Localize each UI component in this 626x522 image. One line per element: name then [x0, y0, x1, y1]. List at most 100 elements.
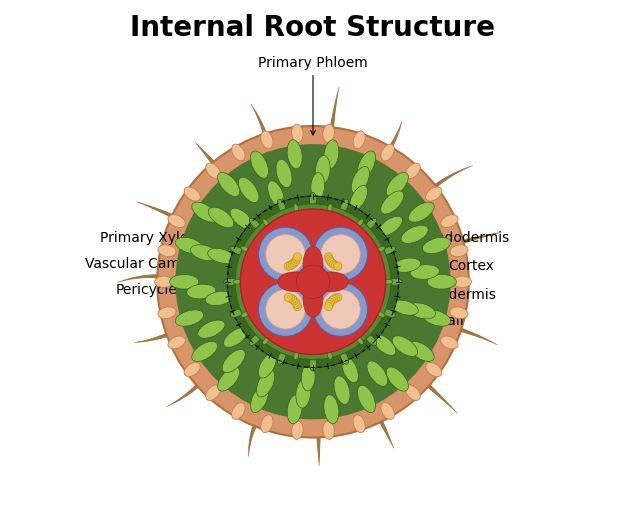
Ellipse shape [381, 246, 396, 255]
Circle shape [328, 259, 336, 267]
Ellipse shape [198, 320, 225, 338]
Ellipse shape [250, 385, 269, 412]
Ellipse shape [357, 337, 363, 345]
Ellipse shape [263, 219, 269, 227]
Ellipse shape [257, 370, 275, 397]
Ellipse shape [158, 245, 176, 257]
Text: Root Hair: Root Hair [351, 314, 466, 328]
Ellipse shape [233, 279, 242, 284]
Ellipse shape [340, 350, 349, 364]
Ellipse shape [230, 246, 245, 255]
Ellipse shape [241, 246, 249, 252]
Circle shape [259, 282, 312, 336]
Ellipse shape [230, 309, 245, 317]
Ellipse shape [426, 187, 442, 201]
Text: Primary Phloem: Primary Phloem [258, 56, 368, 135]
Circle shape [265, 290, 305, 329]
Circle shape [284, 293, 292, 302]
Circle shape [292, 300, 301, 309]
Ellipse shape [406, 385, 420, 400]
Circle shape [326, 298, 334, 306]
Ellipse shape [303, 246, 323, 282]
Ellipse shape [406, 163, 420, 179]
Ellipse shape [311, 173, 325, 200]
Ellipse shape [381, 144, 394, 161]
Circle shape [286, 262, 294, 269]
Ellipse shape [441, 336, 458, 349]
Circle shape [321, 234, 361, 274]
Ellipse shape [386, 367, 408, 391]
Ellipse shape [241, 312, 249, 317]
Ellipse shape [357, 151, 376, 179]
Ellipse shape [168, 215, 185, 228]
Ellipse shape [294, 204, 299, 213]
Circle shape [265, 234, 305, 274]
Ellipse shape [353, 415, 365, 433]
Ellipse shape [342, 357, 358, 383]
Circle shape [324, 302, 333, 311]
Circle shape [286, 294, 294, 302]
Text: Cortex: Cortex [387, 259, 494, 273]
Circle shape [240, 209, 386, 354]
Circle shape [290, 296, 298, 305]
Ellipse shape [426, 362, 442, 376]
Ellipse shape [408, 202, 434, 222]
Ellipse shape [170, 275, 199, 289]
Ellipse shape [423, 238, 451, 254]
Ellipse shape [218, 172, 240, 196]
Ellipse shape [276, 159, 292, 188]
Ellipse shape [261, 131, 273, 149]
Circle shape [296, 265, 330, 299]
Circle shape [324, 253, 333, 261]
Ellipse shape [249, 218, 261, 230]
Ellipse shape [296, 379, 310, 408]
Circle shape [328, 296, 336, 305]
Ellipse shape [381, 309, 396, 317]
Ellipse shape [410, 265, 439, 279]
Ellipse shape [367, 361, 387, 386]
Circle shape [332, 262, 340, 269]
Ellipse shape [263, 337, 269, 345]
Text: Vascular Cambium: Vascular Cambium [85, 257, 249, 274]
Ellipse shape [357, 385, 376, 412]
Circle shape [259, 227, 312, 281]
Circle shape [290, 259, 298, 267]
Ellipse shape [392, 336, 418, 357]
Text: Pericycle: Pericycle [116, 282, 249, 296]
Ellipse shape [259, 353, 276, 378]
Ellipse shape [192, 202, 218, 222]
Ellipse shape [232, 402, 245, 420]
Ellipse shape [351, 167, 369, 194]
Circle shape [325, 255, 334, 263]
Ellipse shape [190, 245, 219, 261]
Ellipse shape [373, 335, 396, 355]
Ellipse shape [327, 204, 332, 213]
Ellipse shape [381, 191, 404, 214]
Circle shape [314, 227, 367, 281]
Ellipse shape [208, 248, 234, 264]
Ellipse shape [278, 272, 313, 292]
Ellipse shape [401, 226, 428, 243]
Ellipse shape [334, 376, 350, 405]
Ellipse shape [184, 187, 200, 201]
Ellipse shape [310, 356, 316, 371]
Circle shape [157, 126, 469, 437]
Ellipse shape [441, 215, 458, 228]
Ellipse shape [168, 336, 185, 349]
Ellipse shape [386, 172, 408, 196]
Circle shape [288, 295, 297, 303]
Circle shape [293, 302, 302, 311]
Ellipse shape [323, 124, 334, 143]
Ellipse shape [239, 177, 259, 203]
Ellipse shape [408, 341, 434, 361]
Text: Primary Xylem: Primary Xylem [100, 231, 255, 252]
Ellipse shape [384, 279, 393, 284]
Ellipse shape [287, 140, 302, 169]
Ellipse shape [223, 278, 239, 285]
Circle shape [227, 196, 399, 367]
Ellipse shape [205, 291, 232, 305]
Ellipse shape [377, 312, 385, 317]
Ellipse shape [158, 307, 176, 319]
Ellipse shape [287, 395, 302, 424]
Ellipse shape [423, 310, 451, 326]
